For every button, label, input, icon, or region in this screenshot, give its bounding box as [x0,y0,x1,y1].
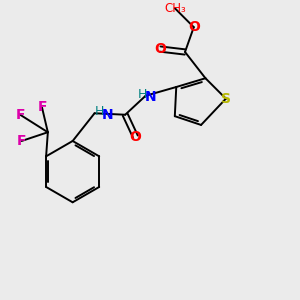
Text: N: N [102,108,113,122]
Text: O: O [188,20,200,34]
Text: CH₃: CH₃ [164,2,186,15]
Text: O: O [130,130,141,144]
Text: H: H [95,105,104,118]
Text: F: F [17,134,26,148]
Text: O: O [154,42,166,56]
Text: F: F [15,108,25,122]
Text: N: N [145,90,157,104]
Text: H: H [137,88,147,101]
Text: S: S [221,92,231,106]
Text: F: F [37,100,47,114]
